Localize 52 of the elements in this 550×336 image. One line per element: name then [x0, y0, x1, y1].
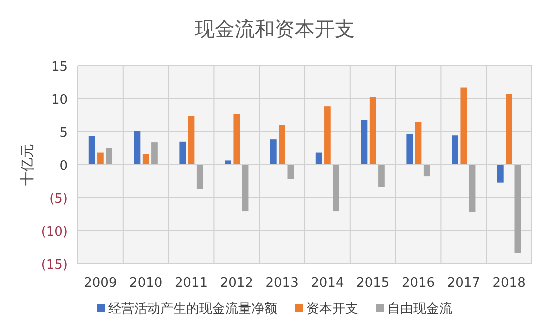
x-tick-label: 2016	[402, 276, 436, 291]
y-tick-label: 10	[51, 93, 68, 108]
bar	[196, 165, 204, 190]
y-tick-label: 0	[60, 159, 68, 174]
x-tick-label: 2018	[492, 276, 526, 291]
bar	[333, 165, 340, 212]
bar	[152, 142, 158, 165]
bar	[424, 165, 430, 177]
bar	[370, 97, 376, 165]
x-tick-label: 2014	[311, 276, 344, 291]
bar	[98, 152, 104, 165]
bar	[288, 165, 294, 180]
bar	[460, 88, 468, 165]
legend-label: 资本开支	[306, 302, 358, 317]
y-tick-label: 5	[60, 126, 68, 141]
bar	[324, 106, 331, 165]
bar	[225, 160, 232, 165]
bar	[469, 165, 476, 213]
bar	[180, 142, 186, 165]
bar	[406, 134, 414, 165]
y-tick-label: 15	[51, 60, 68, 75]
bar	[506, 94, 512, 165]
bar	[188, 116, 195, 165]
chart-title: 现金流和资本开支	[195, 17, 355, 41]
x-tick-label: 2013	[266, 276, 299, 291]
x-tick-label: 2012	[220, 276, 254, 291]
x-tick-label: 2017	[447, 276, 480, 291]
bar	[234, 114, 240, 165]
bar	[134, 131, 141, 165]
x-tick-label: 2009	[84, 276, 118, 291]
y-axis-title: 十亿元	[20, 144, 36, 186]
bar	[514, 165, 522, 254]
y-tick-label: (15)	[41, 258, 68, 273]
x-tick-label: 2015	[356, 276, 390, 291]
bar	[378, 165, 385, 188]
bar	[316, 152, 322, 165]
bar	[88, 136, 96, 165]
bar	[270, 140, 277, 165]
legend-label: 自由现金流	[388, 301, 452, 317]
y-tick-label: (5)	[50, 192, 68, 207]
bar	[106, 148, 113, 165]
bar	[242, 165, 249, 212]
x-tick-label: 2010	[130, 276, 163, 291]
bar	[142, 154, 150, 165]
legend-label: 经营活动产生的现金流量净额	[108, 301, 278, 317]
bar	[452, 136, 458, 165]
bar	[279, 125, 286, 165]
bar	[361, 120, 368, 165]
bar	[415, 122, 422, 165]
x-tick-label: 2011	[174, 276, 208, 291]
y-tick-label: (10)	[41, 225, 68, 240]
bar	[497, 165, 504, 183]
